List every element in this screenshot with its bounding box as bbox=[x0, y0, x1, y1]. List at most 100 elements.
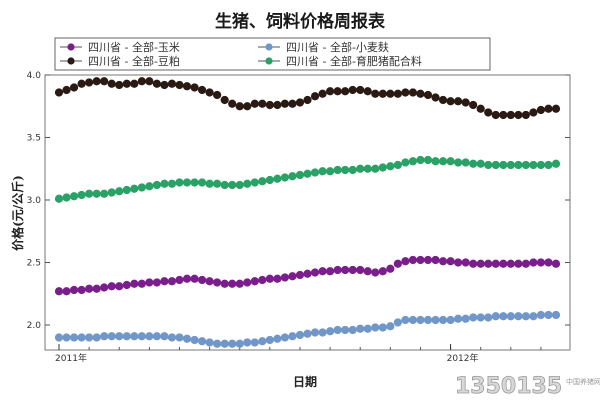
data-point bbox=[386, 89, 395, 98]
data-point bbox=[325, 327, 335, 336]
data-point bbox=[235, 102, 244, 111]
data-point bbox=[250, 99, 259, 108]
data-point bbox=[100, 332, 109, 341]
data-point bbox=[130, 332, 139, 341]
data-point bbox=[536, 258, 546, 267]
data-point bbox=[325, 167, 335, 176]
data-point bbox=[190, 274, 199, 283]
data-point bbox=[175, 178, 184, 187]
data-point bbox=[423, 315, 433, 325]
data-point bbox=[454, 314, 463, 323]
data-point bbox=[491, 110, 500, 120]
legend-item-series-0[interactable]: 四川省 - 全部-玉米 bbox=[60, 40, 180, 54]
data-point bbox=[54, 333, 64, 342]
data-point bbox=[265, 335, 274, 345]
data-point bbox=[333, 265, 342, 275]
data-point bbox=[228, 339, 237, 348]
data-point bbox=[318, 167, 327, 176]
data-point bbox=[190, 178, 199, 187]
legend-marker-2 bbox=[265, 43, 273, 51]
data-point bbox=[213, 179, 222, 188]
data-point bbox=[295, 98, 305, 107]
data-point bbox=[521, 312, 530, 321]
data-point bbox=[152, 79, 161, 88]
data-point bbox=[310, 168, 320, 177]
legend-item-series-1[interactable]: 四川省 - 全部-豆粕 bbox=[60, 54, 180, 68]
data-point bbox=[265, 100, 274, 110]
data-point bbox=[273, 334, 282, 343]
data-point bbox=[476, 104, 485, 113]
data-point bbox=[506, 312, 515, 321]
data-point bbox=[446, 97, 455, 106]
data-point bbox=[310, 92, 320, 101]
data-point bbox=[190, 335, 199, 345]
data-point bbox=[371, 268, 380, 277]
data-point bbox=[152, 332, 161, 341]
data-point bbox=[378, 89, 387, 98]
data-point bbox=[145, 182, 154, 191]
data-point bbox=[416, 89, 425, 98]
data-point bbox=[461, 314, 470, 323]
data-point bbox=[273, 100, 282, 110]
data-point bbox=[175, 80, 184, 90]
data-point bbox=[235, 339, 244, 348]
data-point bbox=[107, 282, 116, 291]
legend-item-series-2[interactable]: 四川省 - 全部-小麦麸 bbox=[258, 40, 389, 54]
data-point bbox=[160, 80, 169, 90]
data-point bbox=[341, 265, 350, 275]
data-point bbox=[521, 160, 530, 170]
data-point bbox=[363, 267, 372, 276]
legend-item-series-3[interactable]: 四川省 - 全部-育肥猪配合料 bbox=[258, 54, 422, 68]
data-point bbox=[288, 332, 297, 341]
data-point bbox=[438, 257, 448, 266]
data-point bbox=[536, 105, 546, 115]
legend-box bbox=[54, 37, 491, 71]
data-point bbox=[476, 159, 485, 168]
x-axis-label: 日期 bbox=[293, 374, 317, 389]
data-point bbox=[115, 187, 124, 196]
data-point bbox=[476, 313, 485, 322]
data-point bbox=[77, 79, 86, 88]
data-point bbox=[408, 255, 418, 265]
data-point bbox=[438, 315, 448, 325]
data-point bbox=[506, 259, 515, 268]
data-point bbox=[521, 110, 530, 120]
data-point bbox=[499, 110, 508, 120]
data-point bbox=[544, 258, 553, 267]
data-point bbox=[438, 95, 448, 105]
data-point bbox=[288, 172, 297, 181]
data-point bbox=[160, 179, 169, 188]
data-point bbox=[100, 77, 109, 86]
data-point bbox=[544, 160, 553, 170]
data-point bbox=[491, 312, 500, 321]
legend-label-1: 四川省 - 全部-豆粕 bbox=[88, 54, 180, 68]
data-point bbox=[401, 315, 410, 325]
data-point bbox=[544, 310, 553, 320]
data-point bbox=[54, 287, 64, 296]
data-point bbox=[341, 87, 350, 96]
data-point bbox=[137, 183, 146, 192]
data-point bbox=[258, 99, 267, 108]
data-point bbox=[77, 190, 86, 200]
data-point bbox=[235, 279, 244, 288]
data-point bbox=[205, 338, 214, 347]
data-point bbox=[122, 79, 131, 88]
data-point bbox=[303, 95, 312, 105]
data-point bbox=[310, 268, 320, 277]
data-point bbox=[303, 169, 312, 178]
data-point bbox=[54, 88, 64, 97]
data-point bbox=[491, 259, 500, 268]
data-point bbox=[92, 189, 101, 198]
data-point bbox=[122, 185, 131, 195]
data-point bbox=[446, 257, 455, 266]
data-point bbox=[213, 90, 222, 100]
data-point bbox=[295, 330, 305, 340]
data-point bbox=[77, 333, 86, 342]
data-point bbox=[92, 333, 101, 342]
data-point bbox=[393, 259, 402, 268]
data-point bbox=[544, 104, 553, 113]
x-axis: 2011年 2012年 bbox=[55, 344, 542, 364]
data-point bbox=[499, 160, 508, 170]
data-point bbox=[213, 339, 222, 348]
data-point bbox=[356, 324, 365, 333]
